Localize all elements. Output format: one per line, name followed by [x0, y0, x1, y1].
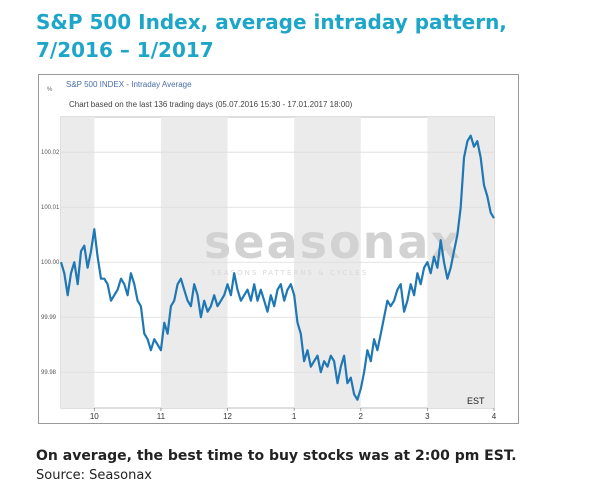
chart-subtitle: Chart based on the last 136 trading days…	[69, 100, 353, 109]
y-tick-label: 99.99	[41, 315, 57, 321]
y-tick-label: 100.02	[41, 150, 60, 156]
watermark: seasonax SEASONS PATTERNS & CYCLES	[204, 215, 462, 277]
chart-frame: S&P 500 INDEX - Intraday Average % Chart…	[38, 74, 519, 424]
watermark-logo: seasonax	[204, 215, 462, 269]
chart-caption: On average, the best time to buy stocks …	[36, 448, 517, 464]
x-tick-label: 4	[492, 412, 497, 421]
y-tick-label: 100.01	[41, 205, 60, 211]
watermark-tagline: SEASONS PATTERNS & CYCLES	[211, 269, 368, 277]
x-tick-label: 10	[90, 412, 99, 421]
timezone-label: EST	[467, 396, 485, 406]
source-note: Source: Seasonax	[36, 468, 153, 483]
x-tick-label: 2	[359, 412, 364, 421]
y-tick-label: 99.98	[41, 370, 57, 376]
x-tick-label: 1	[292, 412, 297, 421]
page-title: S&P 500 Index, average intraday pattern,…	[36, 10, 507, 62]
y-tick-label: 100.00	[41, 260, 60, 266]
x-tick-label: 11	[157, 412, 166, 421]
line-chart: S&P 500 INDEX - Intraday Average % Chart…	[41, 80, 497, 421]
series-line	[59, 134, 495, 401]
y-unit-label: %	[47, 87, 53, 93]
chart-window-title: S&P 500 INDEX - Intraday Average	[66, 80, 192, 89]
x-tick-label: 12	[223, 412, 232, 421]
x-tick-label: 3	[425, 412, 430, 421]
